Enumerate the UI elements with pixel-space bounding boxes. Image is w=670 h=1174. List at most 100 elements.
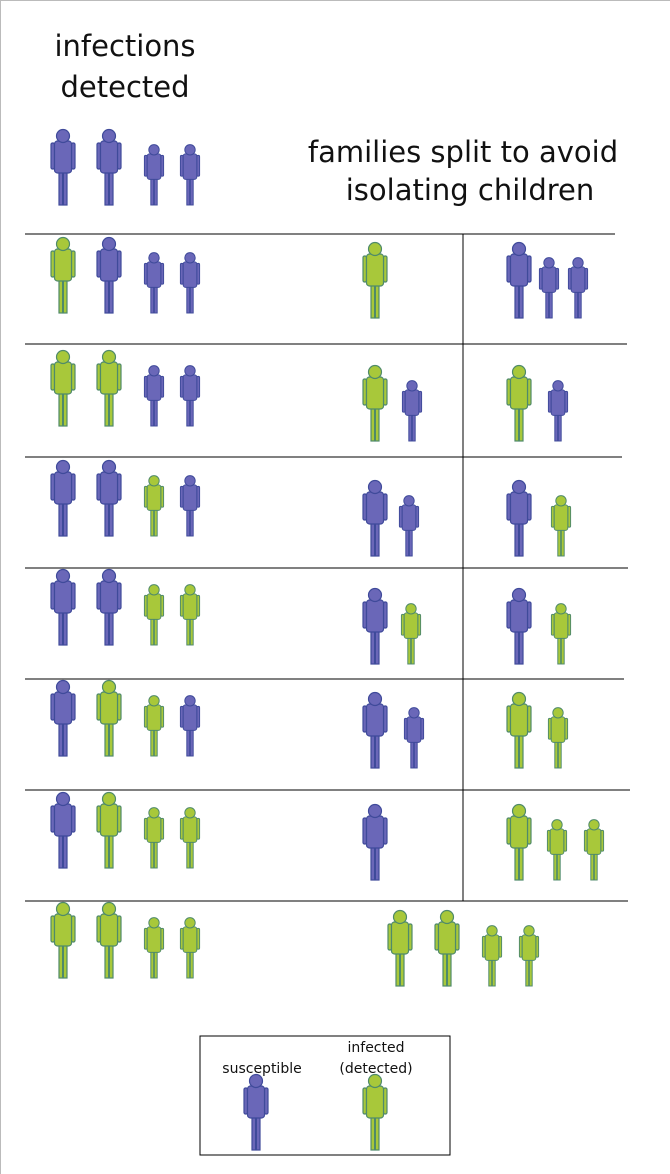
leg [189,615,194,646]
head [101,791,117,807]
leg [577,288,582,319]
head [101,236,117,252]
leg [557,526,562,557]
torso [99,913,119,947]
child-figure [179,144,201,206]
head [552,380,564,392]
torso [53,691,73,725]
torso [99,248,119,282]
leg [410,738,415,769]
head [408,707,420,719]
leg [150,506,155,537]
head [367,587,383,603]
leg [150,396,155,427]
leg [150,838,155,869]
torso [53,140,73,174]
torso [53,471,73,505]
adult-figure [96,349,122,427]
leg [62,168,68,206]
left-heading: detected [60,70,189,104]
leg [189,396,194,427]
torso [365,376,385,410]
head [511,803,527,819]
leg [186,615,191,646]
adult-figure [506,587,532,665]
leg [251,1113,257,1151]
leg [374,519,380,557]
head [392,909,408,925]
leg [189,506,194,537]
torso [182,153,198,180]
leg [58,941,64,979]
child-figure [567,257,589,319]
head [511,241,527,257]
leg [186,948,191,979]
leg [153,283,158,314]
torso [99,691,119,725]
adult-figure [96,791,122,869]
leg [153,948,158,979]
torso [99,803,119,837]
head [523,925,535,937]
leg [108,389,114,427]
torso [99,580,119,614]
adult-figure [362,803,388,881]
leg [62,276,68,314]
adult-figure [50,901,76,979]
leg [189,948,194,979]
torso [509,703,529,737]
leg [553,850,558,881]
right-heading: families split to avoid [308,135,618,169]
leg [104,168,110,206]
child-figure [179,917,201,979]
child-figure [143,475,165,537]
leg [557,411,562,442]
torso [550,389,566,416]
adult-figure [362,587,388,665]
adult-figure [506,241,532,319]
leg [153,838,158,869]
leg [514,731,520,769]
head [403,495,415,507]
torso [146,484,162,511]
leg [554,411,559,442]
head [406,380,418,392]
leg [186,506,191,537]
leg [514,404,520,442]
head [511,364,527,380]
head [511,691,527,707]
head [148,584,160,596]
leg [58,719,64,757]
head [55,349,71,365]
head [148,475,160,487]
torso [553,612,569,639]
leg [590,850,595,881]
leg [407,634,412,665]
head [55,568,71,584]
leg [560,634,565,665]
adult-figure [506,691,532,769]
torso [365,703,385,737]
leg [374,843,380,881]
torso [53,361,73,395]
leg [62,389,68,427]
torso [365,815,385,849]
torso [246,1085,266,1119]
head [55,459,71,475]
leg [150,948,155,979]
legend-label: susceptible [222,1061,301,1077]
adult-figure [362,1073,388,1151]
child-figure [550,495,572,557]
torso [182,261,198,288]
head [439,909,455,925]
leg [150,283,155,314]
leg [189,175,194,206]
head [148,917,160,929]
child-figure [179,584,201,646]
leg [518,519,524,557]
torso [390,921,410,955]
leg [104,719,110,757]
leg [62,719,68,757]
adult-figure [362,691,388,769]
